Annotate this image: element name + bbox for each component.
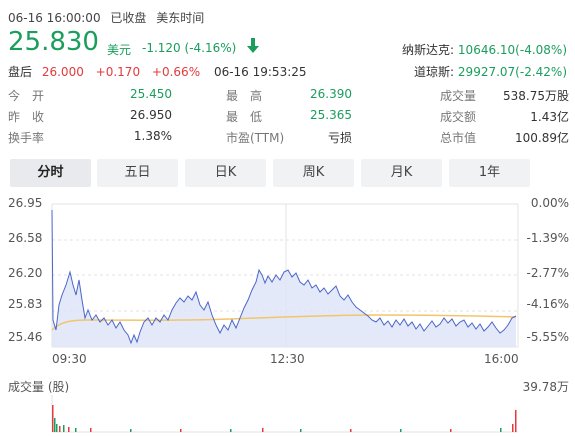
y-axis-label-right: -2.77% bbox=[526, 266, 569, 280]
tab-3[interactable]: 周K bbox=[273, 159, 354, 187]
stat-label: 最 低 bbox=[226, 110, 263, 124]
price-area bbox=[52, 210, 516, 347]
volume-bar bbox=[350, 429, 352, 432]
volume-bar bbox=[515, 410, 517, 432]
y-axis-label-left: 26.58 bbox=[8, 231, 43, 245]
volume-bar bbox=[180, 429, 182, 432]
stat-label: 成交量 bbox=[440, 89, 477, 103]
volume-bar bbox=[130, 429, 132, 432]
volume-bar bbox=[512, 424, 514, 432]
tab-2[interactable]: 日K bbox=[185, 159, 266, 187]
volume-title: 成交量 (股) bbox=[8, 380, 70, 394]
stat-label: 最 高 bbox=[226, 89, 263, 103]
tab-4[interactable]: 月K bbox=[361, 159, 442, 187]
average-price-line bbox=[51, 314, 517, 331]
price-change: -1.120 (-4.16%) bbox=[142, 41, 236, 55]
stat-value: 538.75万股 bbox=[503, 89, 569, 103]
market-status: 已收盘 bbox=[110, 11, 147, 25]
stat-value: 26.390 bbox=[310, 87, 352, 101]
stat-value: 1.38% bbox=[133, 129, 172, 143]
tab-0[interactable]: 分时 bbox=[10, 159, 91, 187]
tab-1[interactable]: 五日 bbox=[97, 159, 178, 187]
stat-value: 26.950 bbox=[130, 108, 172, 122]
y-axis-label-right: 0.00% bbox=[530, 196, 569, 210]
stat-label: 市盈(TTM) bbox=[226, 131, 285, 145]
volume-bar bbox=[450, 429, 452, 432]
index-dow[interactable]: 道琼斯: 29927.07(-2.42%) bbox=[414, 63, 567, 80]
stat-label: 总市值 bbox=[440, 131, 477, 145]
stat-value: 1.43亿 bbox=[530, 110, 569, 124]
after-hours-label: 盘后 bbox=[8, 65, 33, 79]
dow-label: 道琼斯: bbox=[414, 65, 455, 79]
stat-value: 100.89亿 bbox=[515, 131, 569, 145]
volume-bar bbox=[54, 418, 56, 432]
volume-bar bbox=[90, 428, 92, 432]
volume-bar bbox=[75, 428, 77, 432]
volume-bar bbox=[262, 428, 264, 432]
y-axis-label-right: -1.39% bbox=[526, 231, 569, 245]
volume-bar bbox=[68, 427, 70, 432]
volume-bar bbox=[400, 429, 402, 432]
volume-bar bbox=[56, 424, 58, 432]
stat-value: 25.450 bbox=[130, 87, 172, 101]
y-axis-label-left: 26.20 bbox=[8, 266, 43, 280]
after-hours-price: 26.000 bbox=[41, 65, 84, 79]
volume-bar bbox=[63, 425, 65, 432]
datetime-text: 06-16 16:00:00 bbox=[8, 11, 101, 25]
x-axis-label: 12:30 bbox=[270, 352, 305, 366]
after-hours-row: 盘后 26.000 +0.170 +0.66% 06-16 19:53:25 bbox=[8, 63, 307, 80]
nasdaq-value: 10646.10(-4.08%) bbox=[457, 43, 567, 57]
after-hours-time: 06-16 19:53:25 bbox=[213, 65, 307, 79]
dow-value: 29927.07(-2.42%) bbox=[457, 65, 567, 79]
stat-label: 昨 收 bbox=[8, 110, 45, 124]
y-axis-label-right: -4.16% bbox=[526, 297, 569, 311]
stat-label: 换手率 bbox=[8, 131, 45, 145]
stat-value: 25.365 bbox=[310, 108, 352, 122]
after-hours-percent: +0.66% bbox=[151, 65, 201, 79]
x-axis-label: 16:00 bbox=[484, 352, 519, 366]
y-axis-label-left: 25.83 bbox=[8, 297, 43, 311]
volume-bar bbox=[59, 426, 61, 432]
volume-bar bbox=[500, 428, 502, 432]
currency-label: 美元 bbox=[107, 43, 132, 57]
volume-bar bbox=[230, 429, 232, 432]
stat-label: 今 开 bbox=[8, 89, 45, 103]
volume-bar bbox=[52, 405, 54, 432]
volume-max-label: 39.78万 bbox=[522, 380, 569, 394]
tab-5[interactable]: 1年 bbox=[449, 159, 530, 187]
volume-bar bbox=[300, 429, 302, 432]
y-axis-label-left: 25.46 bbox=[8, 330, 43, 344]
change-value: -1.120 bbox=[142, 41, 181, 55]
stat-value: 亏损 bbox=[327, 131, 352, 145]
y-axis-label-right: -5.55% bbox=[526, 330, 569, 344]
arrow-down-icon bbox=[246, 38, 260, 58]
current-price: 25.830 bbox=[8, 27, 99, 57]
y-axis-label-left: 26.95 bbox=[8, 196, 43, 210]
timezone-label: 美东时间 bbox=[156, 11, 205, 25]
price-line bbox=[51, 209, 517, 345]
after-hours-change: +0.170 bbox=[95, 65, 141, 79]
nasdaq-label: 纳斯达克: bbox=[402, 43, 455, 57]
change-percent: (-4.16%) bbox=[184, 41, 237, 55]
index-nasdaq[interactable]: 纳斯达克: 10646.10(-4.08%) bbox=[402, 41, 567, 58]
quote-datetime: 06-16 16:00:00 已收盘 美东时间 bbox=[8, 9, 204, 26]
stat-label: 成交额 bbox=[440, 110, 477, 124]
x-axis-label: 09:30 bbox=[52, 352, 87, 366]
